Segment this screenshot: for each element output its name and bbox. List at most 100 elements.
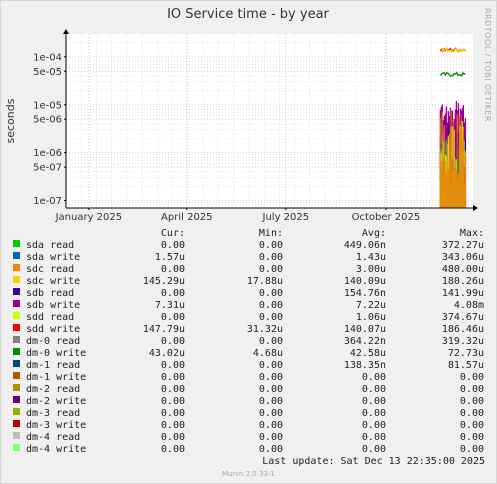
rrdtool-credit: RRDTOOL / TOBI OETIKER <box>483 8 492 122</box>
legend-swatch <box>13 384 20 391</box>
legend-swatch <box>13 264 20 271</box>
y-tick-label: 1e-07 <box>33 196 62 207</box>
legend-cur-value: 0.00 <box>160 336 185 347</box>
legend-series-name: dm-0 write <box>26 348 87 359</box>
y-axis-arrow <box>63 29 69 34</box>
legend-series-name: sdb read <box>26 288 75 299</box>
legend-avg-value: 140.09u <box>343 276 386 287</box>
legend-min-value: 0.00 <box>258 300 283 311</box>
legend-cur-value: 0.00 <box>160 432 185 443</box>
legend-row: dm-0 read 0.00 0.00 364.22n 319.32u <box>0 336 497 348</box>
legend-cur-value: 0.00 <box>160 408 185 419</box>
legend-swatch <box>13 312 20 319</box>
legend-max-value: 372.27u <box>441 240 484 251</box>
plot-area <box>66 34 473 208</box>
legend-min-value: 0.00 <box>258 312 283 323</box>
legend-series-name: sdc read <box>26 264 75 275</box>
legend-row: sda write 1.57u 0.00 1.43u 343.06u <box>0 252 497 264</box>
legend-cur-value: 0.00 <box>160 372 185 383</box>
legend-row: dm-2 write 0.00 0.00 0.00 0.00 <box>0 396 497 408</box>
x-tick-label: October 2025 <box>352 212 421 223</box>
legend-series-name: dm-4 write <box>26 444 87 455</box>
y-tick-label: 1e-06 <box>33 148 62 159</box>
legend-series-name: sdd write <box>26 324 81 335</box>
legend-avg-value: 0.00 <box>361 432 386 443</box>
legend-swatch <box>13 360 20 367</box>
legend-avg-value: 0.00 <box>361 372 386 383</box>
legend-row: sdb write 7.31u 0.00 7.22u 4.08m <box>0 300 497 312</box>
legend-series-name: dm-2 read <box>26 384 81 395</box>
legend-swatch <box>13 420 20 427</box>
legend-swatch <box>13 288 20 295</box>
legend-min-value: 0.00 <box>258 372 283 383</box>
legend-avg-value: 0.00 <box>361 384 386 395</box>
legend-row: dm-2 read 0.00 0.00 0.00 0.00 <box>0 384 497 396</box>
legend-cur-value: 147.79u <box>142 324 185 335</box>
legend-min-value: 0.00 <box>258 444 283 455</box>
legend-avg-value: 0.00 <box>361 420 386 431</box>
legend-avg-value: 154.76n <box>343 288 386 299</box>
legend-series-name: sda read <box>26 240 75 251</box>
header-min: Min: <box>258 228 283 239</box>
legend-cur-value: 0.00 <box>160 312 185 323</box>
legend-min-value: 0.00 <box>258 288 283 299</box>
legend-swatch <box>13 348 20 355</box>
legend-max-value: 319.32u <box>441 336 484 347</box>
legend-swatch <box>13 252 20 259</box>
legend-series-name: dm-3 write <box>26 420 87 431</box>
legend-max-value: 180.26u <box>441 276 484 287</box>
legend-swatch <box>13 336 20 343</box>
legend-cur-value: 145.29u <box>142 276 185 287</box>
legend-series-name: sdb write <box>26 300 81 311</box>
header-cur: Cur: <box>160 228 185 239</box>
y-tick-label: 1e-04 <box>33 52 62 63</box>
legend-min-value: 0.00 <box>258 396 283 407</box>
legend-series-name: dm-4 read <box>26 432 81 443</box>
legend-cur-value: 0.00 <box>160 360 185 371</box>
legend-max-value: 0.00 <box>459 384 484 395</box>
last-update: Last update: Sat Dec 13 22:35:00 2025 <box>262 456 485 467</box>
legend-avg-value: 140.07u <box>343 324 386 335</box>
legend-max-value: 0.00 <box>459 444 484 455</box>
y-tick-label: 5e-06 <box>33 115 62 126</box>
y-tick-label: 1e-05 <box>33 100 62 111</box>
legend-row: sdc read 0.00 0.00 3.00u 480.00u <box>0 264 497 276</box>
legend-cur-value: 0.00 <box>160 420 185 431</box>
legend-row: dm-3 read 0.00 0.00 0.00 0.00 <box>0 408 497 420</box>
legend-row: dm-4 read 0.00 0.00 0.00 0.00 <box>0 432 497 444</box>
legend-series-name: dm-2 write <box>26 396 87 407</box>
legend-header: Cur: Min: Avg: Max: <box>0 228 497 240</box>
legend-cur-value: 0.00 <box>160 396 185 407</box>
legend-cur-value: 0.00 <box>160 384 185 395</box>
legend-cur-value: 0.00 <box>160 288 185 299</box>
legend-avg-value: 1.43u <box>355 252 386 263</box>
legend-max-value: 0.00 <box>459 396 484 407</box>
legend-max-value: 0.00 <box>459 420 484 431</box>
legend-row: dm-4 write 0.00 0.00 0.00 0.00 <box>0 444 497 456</box>
x-tick-label: April 2025 <box>161 212 212 223</box>
header-max: Max: <box>459 228 484 239</box>
legend-max-value: 480.00u <box>441 264 484 275</box>
legend-min-value: 0.00 <box>258 336 283 347</box>
legend-max-value: 0.00 <box>459 372 484 383</box>
legend-series-name: dm-1 read <box>26 360 81 371</box>
legend-cur-value: 0.00 <box>160 264 185 275</box>
series-line-sdc-write <box>440 47 466 54</box>
legend-row: sdd write 147.79u 31.32u 140.07u 186.46u <box>0 324 497 336</box>
series-line-dm-0-write <box>439 71 466 77</box>
legend-swatch <box>13 396 20 403</box>
legend-max-value: 72.73u <box>447 348 484 359</box>
legend-avg-value: 7.22u <box>355 300 386 311</box>
legend-max-value: 374.67u <box>441 312 484 323</box>
legend-swatch <box>13 300 20 307</box>
y-tick-label: 5e-05 <box>33 67 62 78</box>
legend-avg-value: 0.00 <box>361 444 386 455</box>
munin-version: Munin 2.0.33-1 <box>222 470 275 478</box>
x-axis-arrow <box>473 205 478 211</box>
chart: 1e-07 5e-07 1e-06 5e-06 1e-05 5e-05 1e-04 Janua… <box>4 7 492 223</box>
legend-max-value: 81.57u <box>447 360 484 371</box>
legend-min-value: 31.32u <box>246 324 283 335</box>
legend-avg-value: 3.00u <box>355 264 386 275</box>
legend-series-name: sda write <box>26 252 81 263</box>
legend-swatch <box>13 324 20 331</box>
